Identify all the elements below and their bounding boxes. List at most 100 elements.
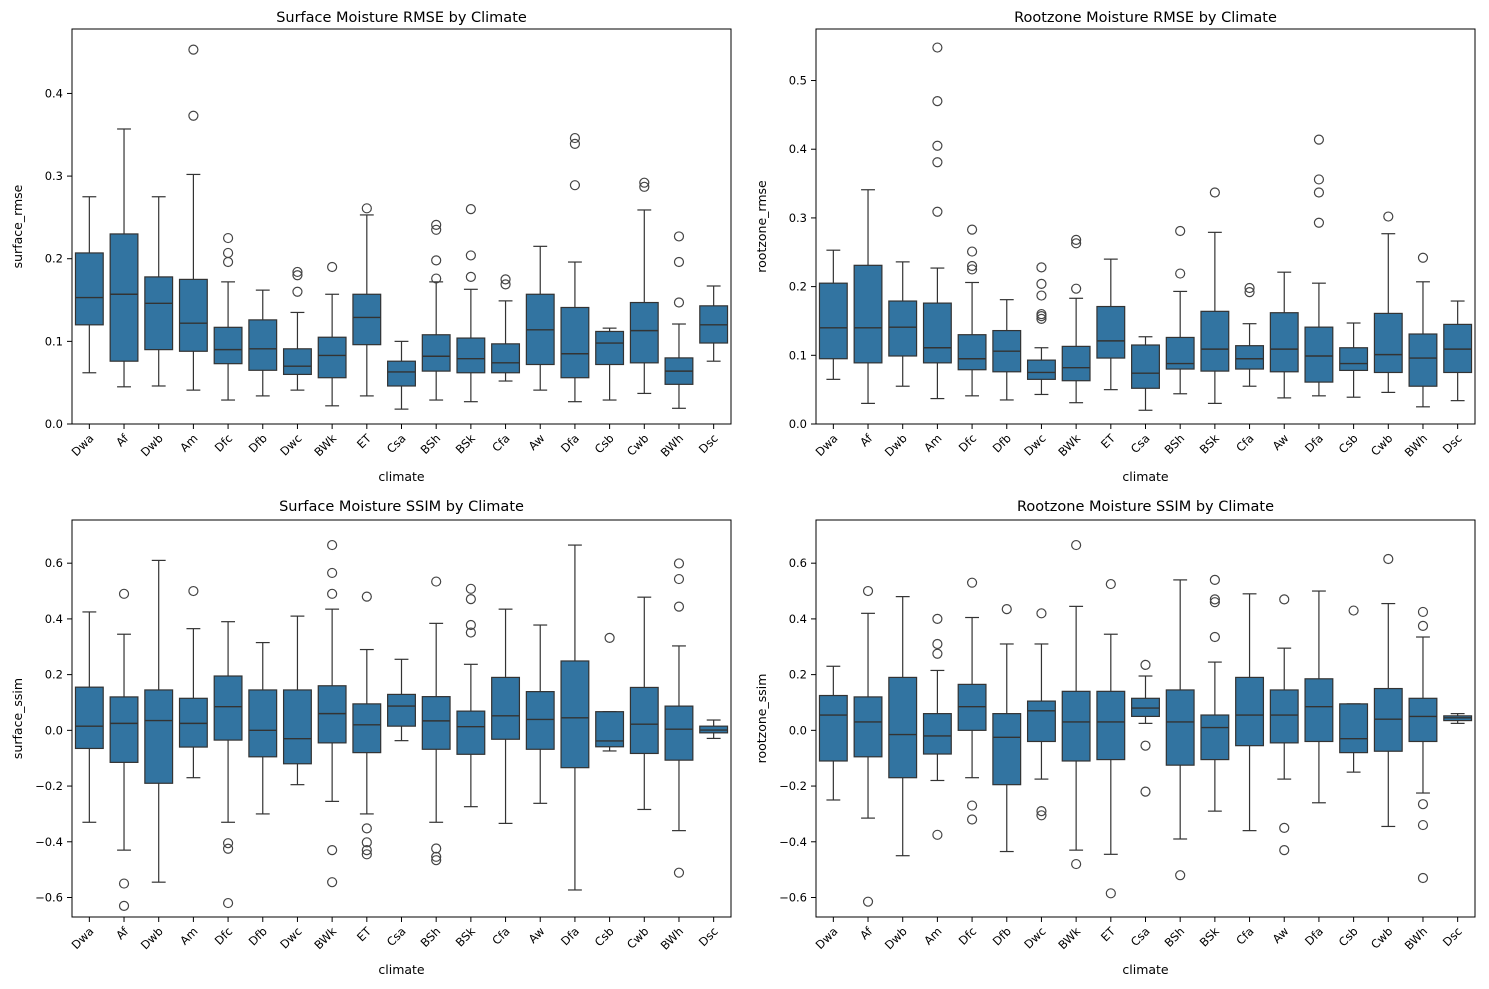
outlier-point <box>222 247 234 259</box>
outlier-point <box>1383 211 1394 222</box>
outlier-point <box>465 204 476 215</box>
x-tick-label: Dfb <box>990 924 1014 948</box>
outlier-point <box>569 180 581 191</box>
subplot-surface-ssim: Surface Moisture SSIM by Climate surface… <box>10 499 732 977</box>
outlier-point <box>465 250 476 261</box>
y-tick-label: −0.4 <box>779 835 807 849</box>
box-Dsc <box>1443 300 1473 402</box>
iqr-box <box>352 293 382 346</box>
iqr-box <box>888 300 918 357</box>
plot-title: Surface Moisture SSIM by Climate <box>279 499 524 515</box>
box-Cfa <box>491 608 521 824</box>
box-Csa <box>387 340 416 410</box>
iqr-box <box>1269 312 1299 373</box>
outlier-point <box>465 594 476 605</box>
iqr-box <box>992 713 1022 786</box>
box-Dwa <box>818 249 848 380</box>
box-Dwb <box>144 559 174 883</box>
outlier-point <box>431 224 442 235</box>
outlier-point <box>1105 888 1116 899</box>
x-tick-label: Cwb <box>624 431 651 458</box>
outlier-point <box>118 878 130 889</box>
iqr-box <box>1304 326 1334 383</box>
outlier-point <box>1417 799 1429 810</box>
outlier-point <box>431 843 442 854</box>
x-axis-label: climate <box>1122 469 1169 484</box>
outlier-point <box>327 539 338 551</box>
x-tick-label: Dwb <box>138 431 166 459</box>
y-axis-label: rootzone_rmse <box>754 180 769 273</box>
outlier-point <box>1071 234 1082 245</box>
box-Csb <box>1339 605 1369 773</box>
outlier-point <box>1348 605 1359 616</box>
box-Cwb <box>629 596 659 811</box>
outlier-point <box>327 588 338 599</box>
x-tick-label: Cfa <box>489 924 512 947</box>
y-tick-label: 0.6 <box>45 556 63 570</box>
x-tick-label: Csa <box>384 924 409 949</box>
iqr-box <box>144 689 174 784</box>
outlier-point <box>1279 845 1290 856</box>
x-tick-label: Aw <box>1270 431 1292 453</box>
y-tick-label: 0.6 <box>789 556 807 570</box>
outlier-point <box>1175 225 1186 237</box>
x-tick-label: Af <box>857 431 876 450</box>
outlier-point <box>292 270 303 281</box>
outlier-point <box>361 845 372 856</box>
y-axis-label: surface_ssim <box>10 678 25 759</box>
x-tick-label: Dwa <box>69 924 97 952</box>
x-tick-label: Aw <box>526 924 548 946</box>
box-Dwc <box>1026 608 1056 821</box>
iqr-box <box>1235 345 1265 370</box>
x-tick-label: Csb <box>1336 431 1361 456</box>
outlier-point <box>1140 786 1151 797</box>
axes-spines <box>815 519 1476 918</box>
iqr-box <box>178 278 208 352</box>
x-tick-label: Af <box>857 924 876 943</box>
x-tick-label: Csb <box>592 924 617 949</box>
iqr-box <box>853 264 883 364</box>
x-tick-label: Csb <box>592 431 617 456</box>
box-Dfb <box>992 604 1022 853</box>
iqr-box <box>818 282 848 360</box>
x-tick-label: BSh <box>1162 431 1188 457</box>
iqr-box <box>1096 305 1126 359</box>
box-Dfa <box>560 132 590 403</box>
box-Aw <box>1269 271 1299 399</box>
outlier-point <box>932 96 943 107</box>
iqr-box <box>491 343 521 374</box>
outlier-point <box>1036 313 1047 324</box>
box-BWh <box>664 558 694 878</box>
iqr-box <box>922 713 952 755</box>
outlier-point <box>932 638 943 650</box>
outlier-point <box>673 231 685 242</box>
box-Cfa <box>491 274 521 382</box>
outlier-point <box>1417 606 1429 618</box>
outlier-point <box>1036 308 1047 320</box>
box-Dfa <box>1304 134 1334 397</box>
x-tick-label: Dsc <box>696 431 721 456</box>
outlier-point <box>673 297 685 308</box>
x-tick-label: Dwc <box>1021 431 1048 458</box>
outlier-point <box>465 619 476 631</box>
x-tick-label: Dwb <box>138 924 166 952</box>
y-tick-label: −0.2 <box>35 779 63 793</box>
box-Csa <box>1131 336 1160 411</box>
box-Dsc <box>699 285 729 362</box>
outlier-point <box>966 260 978 272</box>
box-Dwb <box>888 596 918 857</box>
y-tick-label: 0.2 <box>45 668 63 682</box>
iqr-box <box>595 330 625 366</box>
outlier-point <box>1417 872 1429 884</box>
x-axis-label: climate <box>1122 962 1169 977</box>
outlier-point <box>500 274 511 285</box>
y-tick-label: −0.4 <box>35 835 63 849</box>
outlier-point <box>932 829 943 840</box>
outlier-point <box>932 157 943 168</box>
box-Aw <box>525 245 555 391</box>
outlier-point <box>932 206 943 217</box>
outlier-point <box>639 181 650 192</box>
y-tick-label: 0.4 <box>789 142 807 156</box>
box-BWk <box>1061 234 1091 404</box>
box-Af <box>853 585 883 907</box>
